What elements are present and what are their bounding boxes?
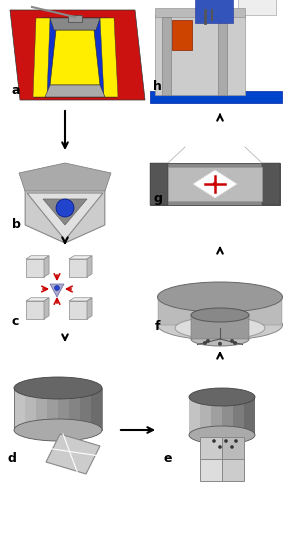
Bar — [14, 388, 25, 430]
Polygon shape — [193, 170, 237, 198]
Polygon shape — [87, 256, 92, 277]
Ellipse shape — [14, 419, 102, 441]
Bar — [172, 20, 192, 50]
Bar — [222, 397, 233, 435]
Bar — [69, 388, 80, 430]
Polygon shape — [69, 298, 92, 301]
Polygon shape — [43, 199, 87, 225]
Circle shape — [224, 439, 228, 443]
Polygon shape — [44, 298, 49, 319]
Bar — [233, 397, 244, 435]
Bar — [68, 15, 82, 22]
Bar — [158, 297, 282, 325]
Circle shape — [212, 439, 216, 443]
Bar — [195, 0, 233, 23]
Polygon shape — [10, 10, 145, 100]
Text: b: b — [12, 218, 21, 231]
Polygon shape — [45, 85, 105, 97]
Circle shape — [218, 342, 222, 346]
Circle shape — [213, 182, 217, 186]
Circle shape — [230, 445, 234, 449]
Bar — [222, 437, 244, 459]
Bar — [200, 437, 222, 459]
Bar — [211, 397, 222, 435]
Circle shape — [203, 341, 207, 345]
Bar — [200, 459, 222, 481]
Bar — [150, 163, 280, 205]
Bar — [36, 388, 47, 430]
Polygon shape — [27, 193, 103, 240]
Bar — [168, 167, 262, 201]
Text: c: c — [12, 315, 19, 328]
Text: e: e — [164, 452, 173, 465]
Bar — [262, 163, 280, 205]
Circle shape — [218, 445, 222, 449]
Ellipse shape — [191, 332, 249, 346]
Bar — [25, 388, 36, 430]
Ellipse shape — [175, 317, 265, 339]
Ellipse shape — [158, 310, 283, 340]
Text: h: h — [153, 80, 162, 93]
Bar — [47, 388, 58, 430]
Polygon shape — [46, 434, 100, 474]
Polygon shape — [69, 259, 87, 277]
Bar — [238, 0, 276, 15]
Polygon shape — [69, 301, 87, 319]
Bar — [150, 91, 282, 103]
Text: g: g — [153, 192, 162, 205]
Ellipse shape — [14, 377, 102, 399]
Polygon shape — [50, 284, 64, 297]
Bar — [200, 397, 211, 435]
Polygon shape — [25, 171, 105, 243]
Bar — [80, 388, 91, 430]
Polygon shape — [100, 18, 118, 97]
Polygon shape — [69, 256, 92, 259]
Polygon shape — [155, 15, 245, 95]
Polygon shape — [26, 301, 44, 319]
Bar — [191, 315, 249, 339]
Bar — [218, 17, 227, 95]
Ellipse shape — [189, 426, 255, 444]
Circle shape — [233, 341, 237, 345]
Polygon shape — [50, 18, 100, 30]
Polygon shape — [26, 256, 49, 259]
Bar — [244, 397, 255, 435]
Polygon shape — [33, 18, 50, 97]
Polygon shape — [26, 259, 44, 277]
Polygon shape — [34, 18, 116, 97]
Text: f: f — [155, 320, 160, 333]
Ellipse shape — [191, 308, 249, 322]
Polygon shape — [50, 30, 100, 85]
Ellipse shape — [158, 282, 283, 312]
Bar — [150, 163, 168, 205]
Circle shape — [230, 339, 234, 343]
Polygon shape — [44, 256, 49, 277]
Bar — [162, 17, 171, 95]
Polygon shape — [26, 298, 49, 301]
Circle shape — [234, 439, 238, 443]
Bar — [155, 8, 245, 17]
Circle shape — [54, 286, 60, 291]
Text: d: d — [8, 452, 17, 465]
Bar — [189, 397, 200, 435]
Bar — [222, 459, 244, 481]
Bar — [58, 388, 69, 430]
Text: a: a — [12, 84, 20, 97]
Circle shape — [56, 199, 74, 217]
Circle shape — [206, 339, 210, 343]
Ellipse shape — [189, 388, 255, 406]
Bar — [91, 388, 102, 430]
Polygon shape — [19, 163, 111, 191]
Polygon shape — [87, 298, 92, 319]
